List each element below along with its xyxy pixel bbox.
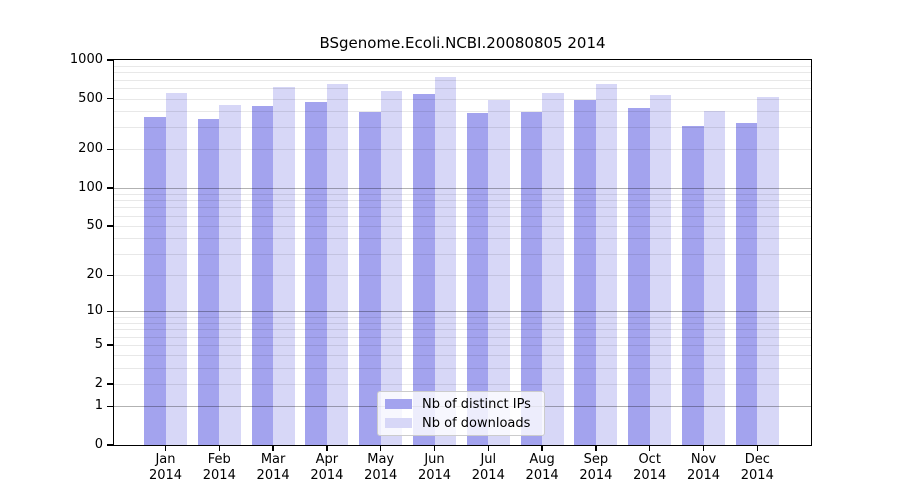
bar-downloads (273, 87, 295, 445)
x-tick-label: Apr 2014 (310, 452, 344, 483)
x-tick-mark (164, 445, 167, 451)
x-tick-mark (218, 445, 221, 451)
y-tick-mark (107, 225, 114, 227)
x-tick-mark (541, 445, 543, 451)
x-tick-mark (756, 445, 759, 451)
bar-distinct-ips (466, 113, 489, 445)
legend-item-downloads: Nb of downloads (385, 416, 544, 431)
y-tick-mark (107, 187, 114, 189)
bar-distinct-ips (682, 126, 704, 445)
legend-label-distinct-ips: Nb of distinct IPs (422, 396, 531, 412)
bar-distinct-ips (197, 119, 220, 445)
x-tick-mark (487, 445, 490, 451)
x-tick-label: Feb 2014 (202, 452, 236, 483)
x-tick-label: Sep 2014 (579, 452, 613, 483)
x-tick-label: Nov 2014 (686, 452, 721, 483)
bar-downloads (757, 96, 779, 445)
y-tick-mark (107, 274, 114, 277)
bar-distinct-ips (735, 123, 758, 445)
x-tick-label: Oct 2014 (633, 452, 667, 483)
bar-downloads (380, 91, 403, 445)
legend-swatch-distinct-ips (385, 399, 412, 409)
y-tick-label: 500 (78, 90, 103, 106)
bar-downloads (434, 76, 456, 445)
bar-downloads (649, 94, 672, 445)
bar-distinct-ips (628, 108, 650, 445)
y-tick-mark (107, 59, 114, 61)
x-tick-label: Mar 2014 (256, 452, 290, 483)
bar-distinct-ips (413, 94, 435, 445)
bar-downloads (488, 99, 510, 445)
x-tick-label: Aug 2014 (525, 452, 559, 483)
y-tick-label: 1 (94, 398, 103, 414)
x-tick-mark (702, 445, 705, 451)
x-tick-label: May 2014 (364, 452, 398, 483)
x-tick-mark (272, 445, 274, 451)
y-tick-mark (107, 97, 114, 100)
bar-downloads (219, 105, 241, 445)
y-tick-label: 5 (94, 337, 103, 353)
legend-label-downloads: Nb of downloads (422, 415, 531, 431)
x-tick-mark (648, 445, 651, 451)
plot-area (114, 60, 811, 445)
y-tick-label: 50 (86, 217, 103, 233)
x-tick-label: Jun 2014 (417, 452, 452, 483)
y-tick-label: 1000 (69, 52, 103, 67)
y-tick-mark (107, 405, 114, 408)
legend-item-distinct-ips: Nb of distinct IPs (385, 397, 544, 412)
y-tick-mark (107, 310, 114, 313)
y-tick-label: 200 (78, 141, 103, 157)
bar-distinct-ips (305, 102, 327, 445)
bar-downloads (595, 83, 618, 445)
bar-distinct-ips (251, 106, 274, 445)
x-tick-label: Jan 2014 (148, 452, 183, 483)
y-tick-mark (107, 344, 114, 346)
bar-downloads (326, 83, 349, 445)
y-tick-label: 0 (94, 437, 103, 452)
y-tick-mark (107, 444, 114, 446)
bar-distinct-ips (144, 116, 166, 445)
legend-swatch-downloads (385, 418, 412, 428)
y-tick-label: 10 (86, 303, 103, 319)
chart-title: BSgenome.Ecoli.NCBI.20080805 2014 (319, 34, 606, 52)
bar-distinct-ips (359, 112, 381, 445)
bar-distinct-ips (520, 111, 543, 445)
x-tick-mark (326, 445, 328, 451)
y-tick-mark (107, 148, 114, 151)
x-tick-label: Dec 2014 (740, 452, 774, 483)
y-tick-label: 2 (94, 375, 103, 391)
y-tick-label: 100 (78, 179, 103, 195)
x-tick-mark (595, 445, 597, 451)
bar-downloads (703, 110, 725, 445)
bar-distinct-ips (574, 99, 596, 445)
bar-downloads (542, 93, 564, 445)
legend: Nb of distinct IPs Nb of downloads (377, 391, 545, 436)
bar-downloads (165, 93, 187, 445)
y-tick-label: 20 (86, 267, 103, 283)
y-tick-mark (107, 383, 114, 385)
x-tick-mark (433, 445, 436, 451)
x-tick-mark (379, 445, 382, 451)
x-tick-label: Jul 2014 (471, 452, 505, 483)
